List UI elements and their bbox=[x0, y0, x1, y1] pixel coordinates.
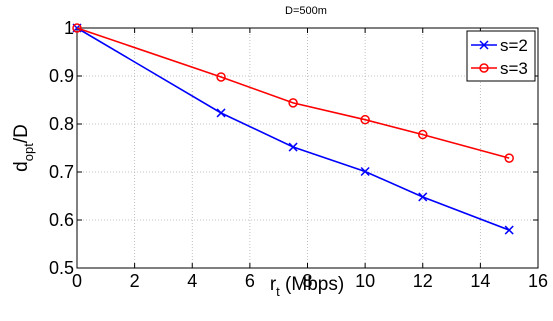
x-tick-label: 8 bbox=[302, 271, 312, 291]
x-tick-label: 10 bbox=[355, 271, 375, 291]
x-marker bbox=[360, 166, 370, 177]
y-tick-label: 0.6 bbox=[49, 210, 74, 230]
x-tick-label: 2 bbox=[130, 271, 140, 291]
legend: s=2s=3 bbox=[466, 30, 536, 82]
x-marker bbox=[216, 108, 226, 118]
x-marker bbox=[504, 225, 514, 235]
chart-title: D=500m bbox=[285, 5, 327, 17]
y-axis-ticks: 0.5 0.6 0.7 0.8 0.9 1 bbox=[49, 18, 538, 278]
y-tick-label: 0.5 bbox=[49, 258, 74, 278]
legend-label-2: s=3 bbox=[500, 59, 528, 78]
circle-marker bbox=[479, 63, 489, 73]
y-tick-label: 0.8 bbox=[49, 114, 74, 134]
x-axis-ticks: 0 2 4 6 8 10 12 14 16 bbox=[72, 28, 548, 291]
y-axis-label: dopt/D bbox=[11, 124, 36, 172]
legend-box bbox=[466, 30, 536, 82]
x-marker bbox=[288, 142, 298, 152]
y-tick-label: 1 bbox=[64, 18, 74, 38]
x-marker bbox=[479, 40, 489, 50]
circle-marker bbox=[418, 129, 428, 140]
series-line-1 bbox=[76, 27, 510, 231]
circle-marker bbox=[288, 98, 298, 108]
y-tick-label: 0.7 bbox=[49, 162, 74, 182]
series-line-2 bbox=[76, 27, 510, 159]
series-group bbox=[72, 23, 514, 235]
x-tick-label: 14 bbox=[470, 271, 490, 291]
x-marker bbox=[418, 192, 428, 202]
x-tick-label: 0 bbox=[72, 271, 82, 291]
circle-marker bbox=[72, 23, 82, 33]
circle-marker bbox=[360, 114, 370, 125]
x-tick-label: 12 bbox=[413, 271, 433, 291]
circle-marker bbox=[504, 153, 514, 163]
circle-marker bbox=[216, 72, 226, 82]
x-tick-label: 4 bbox=[187, 271, 197, 291]
x-tick-label: 16 bbox=[528, 271, 548, 291]
y-tick-label: 0.9 bbox=[49, 66, 74, 86]
legend-label-1: s=2 bbox=[500, 36, 528, 55]
x-tick-label: 6 bbox=[245, 271, 255, 291]
x-axis-label: rt (Mbps) bbox=[270, 274, 344, 299]
